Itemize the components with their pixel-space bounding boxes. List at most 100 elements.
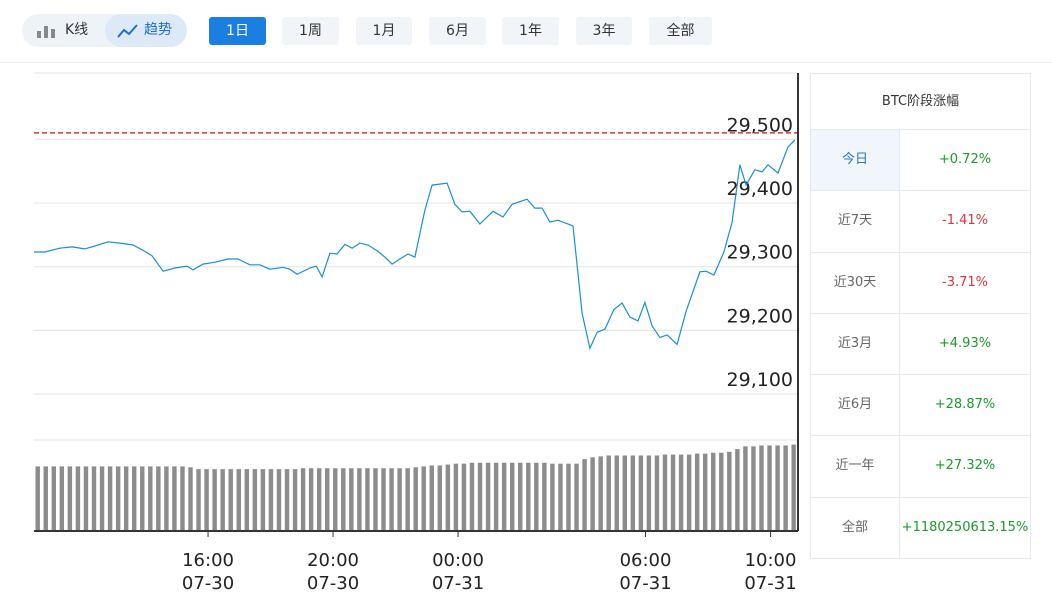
- x-tick-label: 00:00: [432, 550, 484, 571]
- change: -1.41%: [942, 213, 988, 229]
- volume-bar: [526, 462, 531, 531]
- volume-bar: [51, 466, 57, 531]
- volume-bar: [646, 455, 652, 531]
- table-row: 近7天 -1.41%: [811, 191, 1030, 253]
- volume-bar: [678, 454, 684, 531]
- volume-bar: [156, 466, 161, 531]
- volume-bar: [534, 462, 539, 531]
- table-row: 近3月 +4.93%: [811, 313, 1030, 376]
- volume-bar: [638, 455, 644, 531]
- change: +0.72%: [938, 152, 992, 167]
- volume-bar: [461, 463, 467, 531]
- volume-bar: [630, 455, 636, 531]
- volume-bar: [180, 466, 185, 531]
- table-row: 近一年 +27.32%: [811, 436, 1030, 498]
- volume-bar: [405, 468, 410, 531]
- volume-bar: [373, 468, 378, 531]
- volume-bar: [196, 469, 201, 531]
- volume-bar: [590, 457, 595, 531]
- volume-bar: [735, 449, 740, 531]
- volume-bar: [107, 466, 113, 531]
- volume-bar: [333, 468, 338, 531]
- volume-bar: [686, 454, 692, 531]
- volume-bar: [284, 469, 290, 531]
- volume-bar: [598, 456, 603, 531]
- period: 全部: [811, 497, 900, 559]
- y-tick-label: 29,200: [727, 305, 793, 327]
- volume-bar: [123, 466, 129, 531]
- range-button[interactable]: 1周: [282, 17, 339, 45]
- volume-bar: [316, 468, 322, 531]
- volume-bar: [783, 445, 788, 531]
- period: 近一年: [811, 436, 900, 497]
- table-row: 全部 +1180250613.15%: [811, 497, 1030, 559]
- kline-icon: [37, 26, 55, 38]
- volume-bar: [67, 466, 73, 531]
- volume-bar: [429, 465, 434, 531]
- volume-bar: [493, 462, 499, 531]
- period: 近7天: [811, 191, 900, 252]
- volume-bar: [397, 468, 402, 531]
- volume-bar: [132, 466, 137, 531]
- range-button[interactable]: 1日: [209, 17, 266, 45]
- y-tick-label: 29,400: [727, 178, 793, 200]
- change: +27.32%: [934, 458, 996, 474]
- period: 近6月: [811, 375, 900, 436]
- volume-bar: [711, 452, 716, 531]
- volume-bar: [381, 468, 386, 531]
- volume-bar: [140, 466, 145, 531]
- range-button[interactable]: 1月: [356, 17, 412, 45]
- volume-bar: [292, 469, 298, 531]
- mode-label: K线: [65, 22, 89, 38]
- volume-bar: [188, 467, 193, 531]
- table-row: 今日 +0.72%: [811, 130, 1030, 192]
- change-table: BTC阶段涨幅 今日 +0.72% 近7天 -1.41% 近30天 -3.71% 近3月 +4…: [810, 73, 1031, 560]
- volume-bar: [775, 445, 780, 531]
- volume-bar: [437, 465, 443, 531]
- x-tick-label: 20:00: [307, 550, 359, 571]
- volume-bar: [325, 468, 330, 531]
- y-tick-label: 29,100: [727, 369, 793, 391]
- x-tick-date: 07-31: [744, 573, 796, 594]
- change: +1180250613.15%: [901, 519, 1029, 535]
- volume-bar: [365, 468, 370, 531]
- volume-bar: [236, 469, 241, 531]
- range-button[interactable]: 6月: [429, 17, 486, 45]
- volume-bar: [212, 469, 217, 531]
- range-button[interactable]: 全部: [649, 17, 712, 45]
- volume-bar: [35, 466, 40, 531]
- volume-bar: [357, 468, 362, 531]
- range-button[interactable]: 1年: [502, 17, 559, 45]
- trend-icon: [117, 24, 138, 38]
- mode-trend[interactable]: 趋势: [105, 14, 187, 47]
- period: 今日: [811, 130, 900, 191]
- volume-bar: [244, 469, 250, 531]
- period: 近3月: [811, 313, 900, 375]
- volume-bar: [349, 468, 354, 531]
- volume-bar: [252, 469, 258, 531]
- volume-bar: [91, 466, 97, 531]
- table-row: 近6月 +28.87%: [811, 375, 1030, 437]
- change: -3.71%: [942, 274, 988, 290]
- y-tick-label: 29,500: [727, 114, 793, 136]
- volume-bar: [743, 446, 748, 531]
- volume-bar: [727, 451, 732, 531]
- volume-bar: [83, 466, 89, 531]
- chart: 29,10029,20029,30029,40029,50016:0007-30…: [34, 72, 799, 594]
- volume-bar: [550, 463, 555, 531]
- volume-bar: [445, 464, 451, 531]
- volume-bar: [566, 463, 571, 531]
- volume-bar: [59, 466, 65, 531]
- change: +4.93%: [938, 335, 992, 351]
- volume-bar: [413, 467, 418, 531]
- change: +28.87%: [934, 397, 996, 413]
- x-tick-date: 07-31: [619, 573, 671, 594]
- volume-bar: [606, 455, 611, 531]
- range-button[interactable]: 3年: [576, 17, 632, 45]
- volume-bar: [751, 446, 756, 531]
- volume-bar: [469, 462, 475, 531]
- mode-kline[interactable]: K线: [22, 14, 105, 47]
- volume-bar: [702, 453, 708, 531]
- volume-bar: [791, 444, 796, 531]
